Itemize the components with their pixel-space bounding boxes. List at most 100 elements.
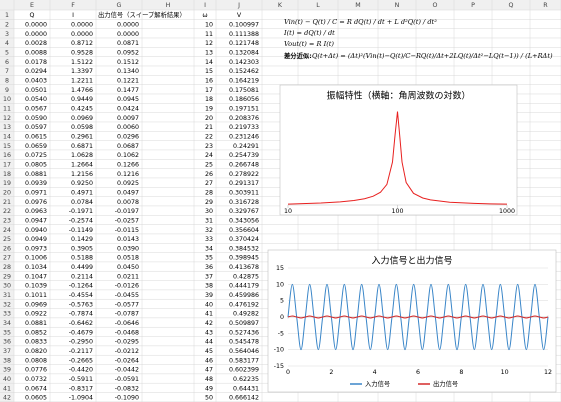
cell: 35 [205, 255, 213, 262]
cell: 0.343056 [229, 217, 259, 224]
cell: 0.62235 [233, 376, 259, 383]
cell: 0.0424 [117, 105, 139, 112]
cell: 0.186056 [229, 96, 259, 103]
cell: -0.5911 [69, 376, 93, 383]
cell: 0.0952 [117, 49, 139, 56]
column-letter: H [166, 2, 171, 9]
cell: 20 [205, 115, 213, 122]
cell: 0.152462 [229, 68, 259, 75]
cell: 0.0000 [71, 31, 93, 38]
cell: 0.564046 [229, 348, 259, 355]
cell: 43 [205, 329, 213, 336]
cell: 1.2664 [71, 161, 93, 168]
cell: 0.0403 [25, 77, 47, 84]
row-number: 26 [3, 245, 11, 252]
row-number: 5 [5, 49, 9, 56]
cell: 16 [205, 77, 213, 84]
cell: 0.0805 [25, 161, 47, 168]
row-number: 37 [3, 348, 11, 355]
row-number: 30 [3, 283, 11, 290]
cell: 0.476192 [229, 301, 259, 308]
cell: 0.0597 [25, 124, 47, 131]
y-tick-label: 15 [276, 265, 284, 272]
cell: -0.8317 [69, 385, 93, 392]
x-tick-label: 100 [391, 208, 403, 215]
cell: 0.9449 [71, 96, 93, 103]
cell: 0.1429 [71, 236, 93, 243]
cell: 0.0501 [25, 87, 47, 94]
cell: 0.0390 [117, 245, 139, 252]
x-tick-label: 10 [501, 369, 509, 376]
cell: 0.0925 [117, 180, 139, 187]
x-tick-label: 10 [284, 208, 292, 215]
cell: 0.8712 [71, 40, 93, 47]
cell: 0.197151 [229, 105, 259, 112]
cell: 44 [205, 339, 213, 346]
cell: -0.0468 [115, 329, 139, 336]
header-cell: I [72, 12, 74, 19]
row-number: 20 [3, 189, 11, 196]
cell: 0.0808 [25, 357, 47, 364]
cell: -0.0455 [115, 292, 139, 299]
cell: -1.0904 [69, 395, 93, 402]
cell: 0.0518 [117, 255, 139, 262]
row-number: 19 [3, 180, 11, 187]
cell: -0.7874 [69, 311, 93, 318]
x-tick-label: 1000 [499, 208, 515, 215]
column-letter: O [433, 2, 438, 9]
cell: 48 [205, 376, 213, 383]
cell: 0.0939 [25, 180, 47, 187]
cell: 38 [205, 283, 213, 290]
row-number: 17 [3, 161, 11, 168]
formula: I(t) = dQ(t) / dt [283, 29, 335, 37]
cell: 27 [205, 180, 213, 187]
cell: 0.0178 [25, 59, 47, 66]
cell: 0.9250 [71, 180, 93, 187]
cell: 28 [205, 189, 213, 196]
cell: 0.175081 [229, 87, 259, 94]
cell: -0.0115 [115, 227, 139, 234]
cell: -0.0787 [115, 311, 139, 318]
row-number: 23 [3, 217, 11, 224]
cell: 0.0945 [117, 96, 139, 103]
column-letter: L [316, 2, 320, 9]
chart-area [279, 84, 518, 216]
chart-area [267, 249, 557, 393]
cell: 0.121748 [229, 40, 259, 47]
x-tick-label: 2 [329, 369, 333, 376]
cell: 33 [205, 236, 213, 243]
cell: 0.1062 [117, 152, 139, 159]
cell: 0.0060 [117, 124, 139, 131]
x-tick-label: 4 [373, 369, 377, 376]
row-number: 12 [3, 115, 11, 122]
cell: 0.329767 [229, 208, 259, 215]
cell: 0.0947 [25, 217, 47, 224]
cell: 49 [205, 385, 213, 392]
cell: 0.0949 [25, 236, 47, 243]
row-number: 11 [3, 105, 11, 112]
cell: 0.0940 [25, 227, 47, 234]
cell: -0.0591 [115, 376, 139, 383]
y-tick-label: -5 [278, 330, 284, 337]
cell: 23 [205, 143, 213, 150]
cell: 0.0567 [25, 105, 47, 112]
y-tick-label: 0 [280, 314, 284, 321]
cell: 0.0540 [25, 96, 47, 103]
cell: -0.0646 [115, 320, 139, 327]
series-line [287, 315, 549, 319]
row-number: 15 [3, 143, 11, 150]
header-cell: V [237, 12, 242, 19]
cell: 46 [205, 357, 213, 364]
cell: 40 [205, 301, 213, 308]
cell: 0.0971 [25, 189, 47, 196]
cell: 0.0000 [71, 21, 93, 28]
column-letter: K [278, 2, 283, 9]
row-number: 41 [3, 385, 11, 392]
row-number: 32 [3, 301, 11, 308]
cell: 0.231246 [229, 133, 259, 140]
cell: 0.0097 [117, 115, 139, 122]
cell: 36 [205, 264, 213, 271]
row-number: 33 [3, 311, 11, 318]
row-number: 7 [5, 68, 9, 75]
row-number: 40 [3, 376, 11, 383]
